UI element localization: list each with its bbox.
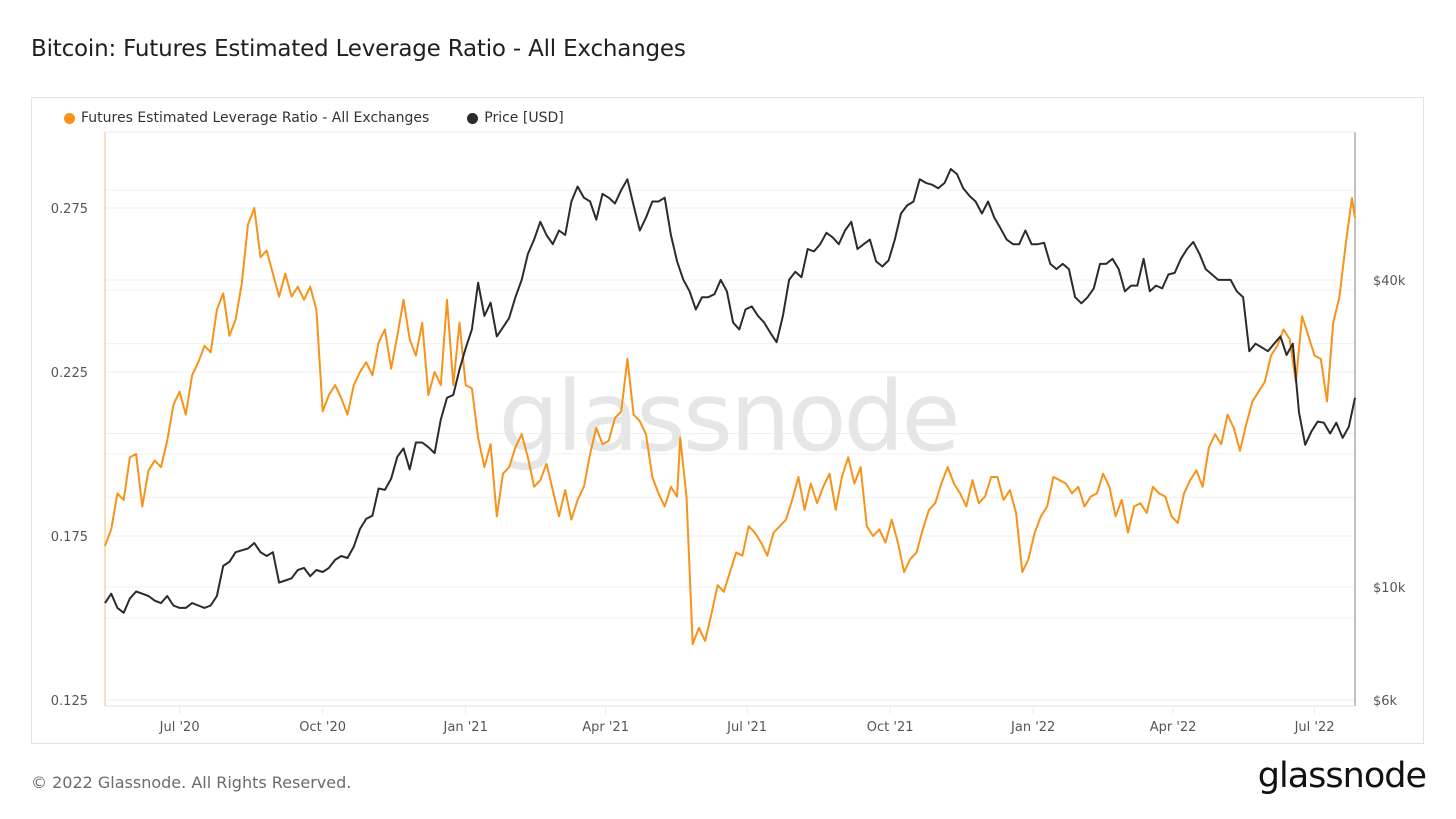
x-axis-ticks: Jul '20 Oct '20 Jan '21 Apr '21 Jul '21 Oct '…: [159, 720, 1335, 735]
x-tick-label: Jul '20: [159, 720, 200, 735]
legend-item-leverage-ratio[interactable]: Futures Estimated Leverage Ratio - All E…: [64, 110, 429, 126]
left-tick-label: 0.125: [51, 694, 88, 709]
chart-panel: [31, 97, 1424, 744]
x-tick-label: Apr '21: [582, 720, 629, 735]
right-tick-label: $10k: [1373, 581, 1406, 596]
x-tick-label: Oct '20: [299, 720, 346, 735]
x-tick-label: Oct '21: [867, 720, 914, 735]
x-tick-label: Jan '21: [443, 720, 488, 735]
series-line-price: [104, 168, 1356, 614]
left-axis-ticks: 0.125 0.175 0.225 0.275: [51, 202, 88, 709]
legend-dot-leverage-ratio: [64, 112, 75, 124]
gridlines: [105, 189, 1355, 714]
legend-label-price: Price [USD]: [484, 110, 564, 126]
x-tick-label: Jan '22: [1010, 720, 1055, 735]
x-tick-label: Apr '22: [1150, 720, 1197, 735]
series-line-leverage-ratio: [104, 197, 1356, 646]
left-tick-label: 0.275: [51, 202, 88, 217]
x-tick-label: Jul '21: [726, 720, 767, 735]
legend: Futures Estimated Leverage Ratio - All E…: [64, 110, 564, 126]
copyright-text: © 2022 Glassnode. All Rights Reserved.: [31, 773, 352, 792]
right-tick-label: $40k: [1373, 274, 1406, 289]
legend-label-leverage-ratio: Futures Estimated Leverage Ratio - All E…: [81, 110, 430, 126]
right-axis-ticks: $6k $10k $40k: [1373, 274, 1406, 709]
legend-item-price[interactable]: Price [USD]: [467, 110, 564, 126]
glassnode-logo: glassnode: [1257, 756, 1427, 796]
left-tick-label: 0.225: [51, 366, 88, 381]
right-tick-label: $6k: [1373, 694, 1398, 709]
left-tick-label: 0.175: [51, 530, 88, 545]
chart-title: Bitcoin: Futures Estimated Leverage Rati…: [31, 36, 686, 62]
legend-dot-price: [467, 112, 479, 124]
x-tick-label: Jul '22: [1294, 720, 1335, 735]
watermark: glassnode: [498, 361, 957, 473]
